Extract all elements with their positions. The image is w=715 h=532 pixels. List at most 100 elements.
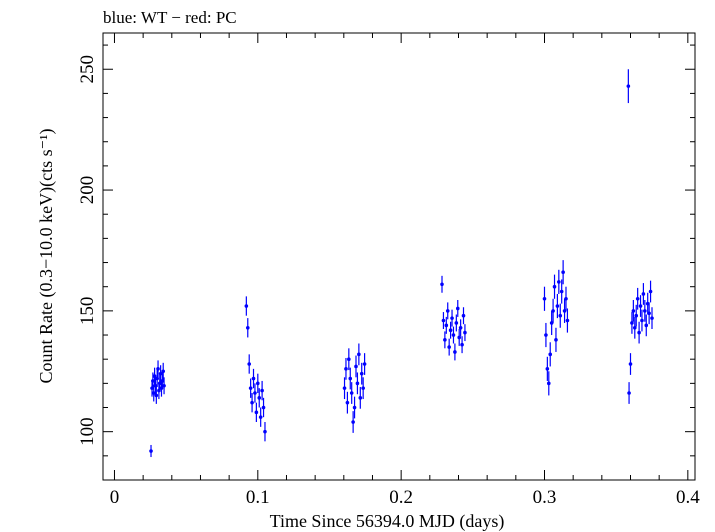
- plot-frame: [102, 32, 696, 481]
- data-point: [361, 386, 365, 390]
- x-tick-label: 0.2: [389, 487, 413, 508]
- data-point: [261, 405, 266, 410]
- data-point: [156, 367, 160, 371]
- data-point: [161, 369, 166, 374]
- data-point: [457, 335, 462, 340]
- data-point: [349, 391, 354, 395]
- data-point: [546, 381, 551, 386]
- data-point: [548, 352, 553, 357]
- data-point: [358, 396, 363, 400]
- data-point: [344, 367, 348, 371]
- data-point: [453, 350, 457, 354]
- data-point: [151, 379, 155, 383]
- data-point: [362, 362, 367, 366]
- data-point: [647, 311, 651, 316]
- data-point: [557, 280, 561, 284]
- data-point: [441, 318, 446, 323]
- axis-ticks: 0 0.1 0.2 0.3 0.4 100 150 200 250: [77, 33, 700, 508]
- data-point: [160, 379, 165, 383]
- data-point: [149, 449, 153, 453]
- data-point: [152, 374, 157, 378]
- data-point: [552, 284, 557, 289]
- data-point: [461, 313, 466, 318]
- data-point: [561, 270, 565, 275]
- data-point: [638, 304, 643, 308]
- data-point: [155, 376, 159, 381]
- data-point: [347, 357, 351, 361]
- data-point: [632, 325, 637, 330]
- data-point: [451, 333, 456, 337]
- x-tick-label: 0.3: [533, 487, 557, 508]
- data-point: [555, 304, 560, 308]
- data-point: [630, 321, 634, 325]
- x-tick-label: 0: [110, 487, 120, 508]
- data-point: [440, 282, 444, 287]
- data-point: [251, 376, 256, 381]
- data-point: [258, 415, 263, 419]
- data-point: [545, 367, 550, 371]
- data-point: [643, 309, 647, 313]
- data-point: [628, 362, 633, 366]
- data-point: [256, 381, 260, 386]
- data-point: [248, 386, 253, 390]
- data-point: [455, 306, 460, 311]
- y-axis-title: Count Rate (0.3−10.0 keV)(cts s⁻¹): [36, 128, 57, 383]
- data-point: [631, 309, 636, 313]
- data-point: [454, 321, 459, 325]
- data-point: [564, 296, 568, 301]
- data-point: [355, 381, 360, 386]
- data-point: [559, 289, 564, 294]
- data-point: [260, 388, 264, 393]
- y-tick-label: 250: [77, 55, 98, 84]
- data-point: [153, 383, 158, 388]
- data-point: [351, 420, 355, 424]
- data-point: [648, 289, 653, 294]
- data-point: [250, 400, 254, 405]
- data-point: [641, 292, 646, 296]
- data-point: [635, 296, 640, 301]
- data-point: [448, 328, 453, 332]
- data-point: [357, 352, 361, 357]
- data-point: [445, 309, 450, 313]
- data-point: [634, 313, 639, 318]
- data-point: [342, 386, 347, 390]
- data-point: [640, 318, 644, 323]
- data-point: [244, 304, 249, 308]
- data-point: [359, 371, 364, 376]
- data-point: [443, 338, 447, 342]
- data-point: [542, 296, 547, 301]
- data-point: [257, 396, 262, 400]
- data-point: [463, 330, 467, 335]
- data-point: [626, 84, 631, 88]
- data-point: [544, 333, 548, 337]
- data-point: [253, 391, 257, 395]
- data-point: [444, 323, 449, 328]
- data-point: [450, 316, 454, 320]
- data-point: [627, 391, 631, 395]
- data-point: [650, 316, 654, 320]
- data-point: [558, 313, 563, 318]
- x-tick-label: 0.4: [676, 487, 700, 508]
- data-points: [149, 69, 654, 458]
- data-point: [151, 391, 156, 395]
- data-point: [354, 364, 358, 369]
- y-tick-label: 150: [77, 297, 98, 326]
- y-tick-label: 200: [77, 176, 98, 205]
- data-point: [158, 371, 163, 376]
- data-point: [245, 325, 250, 330]
- data-point: [157, 381, 162, 386]
- data-point: [565, 318, 570, 323]
- data-point: [447, 345, 451, 349]
- data-point: [637, 330, 641, 335]
- data-point: [551, 309, 555, 313]
- y-tick-label: 100: [77, 417, 98, 446]
- data-point: [162, 383, 166, 388]
- data-point: [554, 338, 558, 342]
- data-point: [345, 400, 350, 405]
- data-point: [154, 393, 159, 398]
- data-point: [247, 362, 252, 366]
- chart-title: blue: WT − red: PC: [103, 8, 237, 27]
- x-tick-label: 0.1: [246, 487, 270, 508]
- data-point: [254, 410, 259, 415]
